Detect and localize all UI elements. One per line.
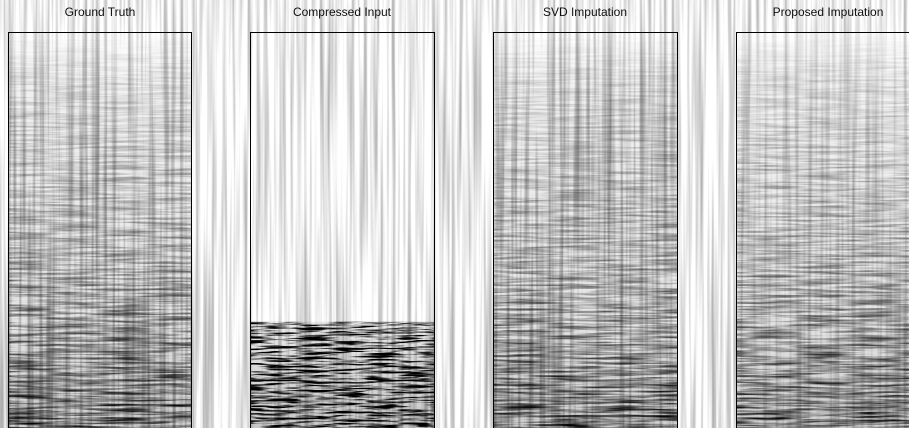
spectrogram-panel (493, 32, 678, 428)
panel-title: Proposed Imputation (773, 5, 884, 19)
panel-title: SVD Imputation (543, 5, 627, 19)
spectrogram-panel (250, 32, 435, 428)
spectrogram-panel (8, 32, 192, 428)
panel-title: Compressed Input (293, 5, 392, 19)
panel-title: Ground Truth (65, 5, 136, 19)
spectrogram-panel (736, 32, 909, 428)
